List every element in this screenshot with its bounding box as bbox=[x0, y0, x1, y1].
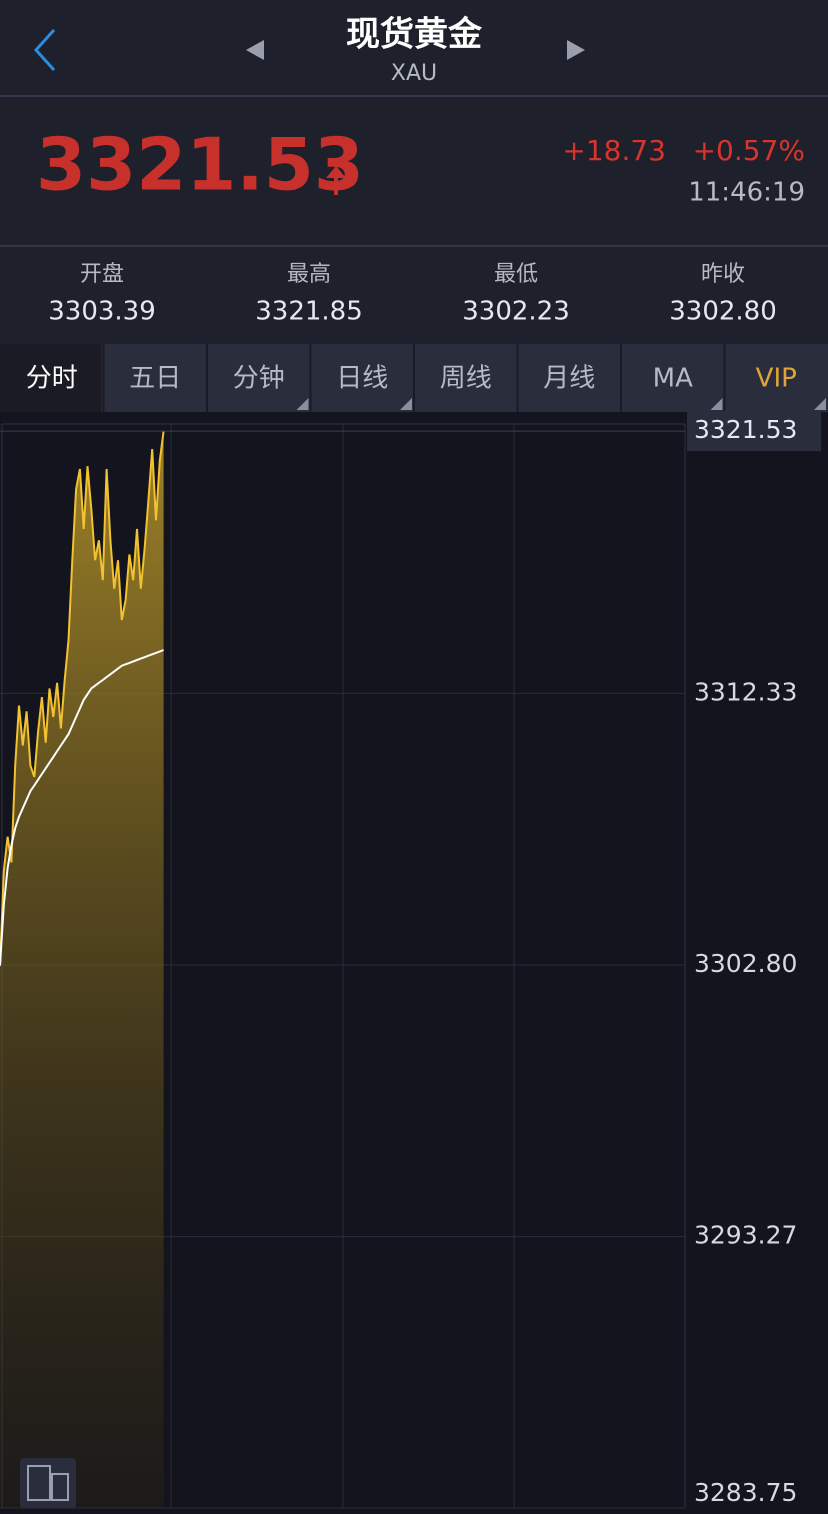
tab[interactable] bbox=[207, 344, 309, 412]
current-price-label: 3321.53 bbox=[694, 415, 797, 444]
price-area bbox=[0, 431, 164, 1509]
stat-value: 3321.85 bbox=[255, 297, 363, 327]
tab[interactable] bbox=[621, 344, 723, 412]
rotate-icon bbox=[51, 1473, 69, 1501]
change: +18.73 bbox=[562, 134, 666, 167]
up-arrow bbox=[326, 166, 346, 195]
stat-value: 3303.39 bbox=[48, 297, 156, 327]
axis-panel bbox=[685, 412, 828, 1514]
tab[interactable] bbox=[310, 344, 413, 412]
y-tick-label: 3312.33 bbox=[694, 677, 797, 706]
y-tick-label: 3293.27 bbox=[694, 1221, 797, 1250]
tab-label: 五日 bbox=[129, 364, 181, 394]
tab-label: 分时 bbox=[26, 364, 78, 394]
dropdown-marker bbox=[710, 398, 723, 410]
tab-label: 周线 bbox=[440, 364, 492, 394]
tab-label: 日线 bbox=[336, 364, 388, 394]
tab[interactable] bbox=[517, 344, 620, 412]
stat-value: 3302.80 bbox=[669, 297, 777, 327]
back-button[interactable] bbox=[33, 28, 56, 72]
stat-label: 最高 bbox=[287, 262, 331, 287]
rotate-icon bbox=[27, 1465, 51, 1501]
rotate-button[interactable] bbox=[20, 1458, 76, 1508]
dropdown-marker bbox=[296, 398, 309, 410]
tab[interactable] bbox=[0, 344, 102, 412]
stat-label: 昨收 bbox=[701, 262, 745, 287]
price: 3321.53 bbox=[36, 123, 364, 207]
y-tick-label: 3302.80 bbox=[694, 949, 797, 978]
tab[interactable] bbox=[414, 344, 516, 412]
tab[interactable] bbox=[103, 344, 206, 412]
time: 11:46:19 bbox=[688, 178, 805, 208]
title: 现货黄金 bbox=[346, 15, 483, 55]
tab-label: 分钟 bbox=[233, 364, 285, 394]
tab[interactable] bbox=[724, 344, 827, 412]
tab-label: MA bbox=[653, 364, 693, 394]
prev-button[interactable] bbox=[246, 40, 264, 60]
current-price-box bbox=[687, 411, 821, 452]
y-tick-label: 3283.75 bbox=[694, 1478, 797, 1507]
dropdown-marker bbox=[400, 398, 412, 410]
stat-label: 最低 bbox=[494, 262, 538, 287]
average-line bbox=[0, 649, 164, 966]
price-line bbox=[0, 430, 165, 967]
change-percent: +0.57% bbox=[693, 134, 805, 167]
top-background bbox=[0, 0, 828, 412]
subtitle: XAU bbox=[391, 61, 437, 86]
stat-value: 3302.23 bbox=[462, 297, 570, 327]
next-button[interactable] bbox=[567, 40, 585, 60]
dropdown-marker bbox=[814, 398, 826, 410]
tab-label: VIP bbox=[756, 364, 797, 394]
stat-label: 开盘 bbox=[80, 262, 124, 287]
tab-label: 月线 bbox=[543, 364, 595, 394]
